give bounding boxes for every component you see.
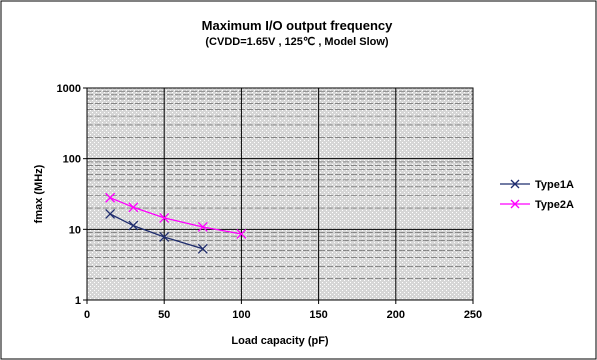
minor-gridlines — [87, 90, 473, 280]
x-tick-label: 50 — [158, 309, 170, 321]
data-point — [197, 222, 208, 232]
series-layer — [105, 192, 247, 254]
y-tick-label: 1000 — [57, 83, 81, 95]
y-tick-label: 100 — [63, 154, 81, 166]
y-axis-label: fmax (MHz) — [33, 164, 45, 223]
plot-area — [86, 87, 474, 301]
legend-label: Type1A — [535, 179, 574, 191]
data-point — [128, 220, 139, 231]
y-tick-label: 1 — [75, 295, 81, 307]
data-point — [159, 231, 170, 242]
data-point — [159, 212, 170, 223]
legend-item-type2a: Type2A — [500, 199, 574, 211]
data-point — [105, 209, 116, 219]
series-line — [109, 213, 203, 250]
legend: Type1A Type2A — [500, 179, 574, 211]
series-type2a — [105, 192, 247, 239]
series-type1a — [105, 209, 208, 254]
data-point — [128, 202, 139, 213]
major-gridlines — [86, 87, 474, 301]
data-point — [197, 243, 208, 254]
x-tick-label: 150 — [309, 309, 327, 321]
y-tick-label: 10 — [69, 224, 81, 236]
data-point — [236, 229, 247, 239]
y-axis-ticks: 1 10 100 1000 — [57, 83, 87, 307]
x-tick-label: 200 — [387, 309, 405, 321]
x-axis-label: Load capacity (pF) — [231, 335, 329, 347]
legend-label: Type2A — [535, 199, 574, 211]
chart-title: Maximum I/O output frequency — [202, 18, 393, 33]
x-axis-ticks: 0 50 100 150 200 250 — [84, 300, 482, 321]
x-tick-label: 250 — [464, 309, 482, 321]
chart-subtitle: (CVDD=1.65V , 125℃ , Model Slow) — [205, 36, 389, 48]
x-tick-label: 0 — [84, 309, 90, 321]
legend-item-type1a: Type1A — [500, 179, 574, 191]
data-point — [105, 192, 116, 203]
x-tick-label: 100 — [232, 309, 250, 321]
